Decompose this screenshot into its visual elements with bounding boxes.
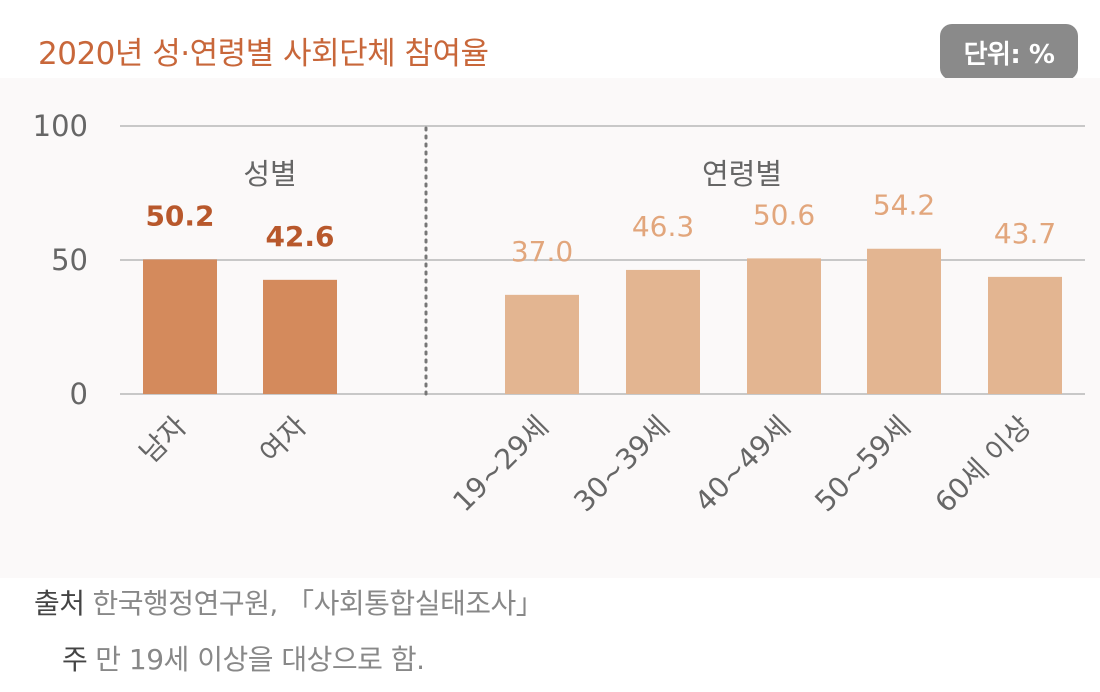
bar-chart: 0 50 100 성별 50.2 남자 42.6 여자 연령별 37.0 19~29세 46.3 30~… <box>33 109 1085 519</box>
data-label: 43.7 <box>994 217 1056 250</box>
source-line: 출처 한국행정연구원, 「사회통합실태조사」 <box>34 582 544 622</box>
source-text: 한국행정연구원, 「사회통합실태조사」 <box>92 587 544 620</box>
bar <box>505 294 579 394</box>
y-tick-label: 100 <box>33 109 88 143</box>
x-tick-label: 여자 <box>253 410 313 470</box>
x-tick-label: 30~39세 <box>567 410 676 519</box>
x-tick-label: 50~59세 <box>808 410 917 519</box>
source-label: 출처 <box>34 587 85 620</box>
bar <box>143 259 217 394</box>
note-text: 만 19세 이상을 대상으로 함. <box>95 643 425 676</box>
bar <box>747 258 821 394</box>
data-label: 37.0 <box>511 235 573 268</box>
data-label: 50.6 <box>753 198 815 231</box>
group-header: 성별 <box>243 157 296 191</box>
x-tick-label: 19~29세 <box>446 410 555 519</box>
chart-title: 2020년 성·연령별 사회단체 참여율 <box>38 36 489 72</box>
bar <box>263 279 337 394</box>
bar <box>988 276 1062 394</box>
y-tick-label: 0 <box>70 377 88 411</box>
group-header: 연령별 <box>702 157 782 191</box>
x-tick-label: 남자 <box>133 410 193 470</box>
data-label: 54.2 <box>873 189 935 222</box>
y-tick-label: 50 <box>51 243 88 277</box>
note-label: 주 <box>62 643 88 676</box>
data-label: 46.3 <box>632 210 694 243</box>
bar <box>867 248 941 394</box>
bar <box>626 269 700 394</box>
unit-badge: 단위: % <box>940 24 1078 80</box>
data-label: 50.2 <box>145 199 214 232</box>
x-tick-label: 60세 이상 <box>928 410 1037 519</box>
x-tick-label: 40~49세 <box>688 410 797 519</box>
data-label: 42.6 <box>265 220 334 253</box>
